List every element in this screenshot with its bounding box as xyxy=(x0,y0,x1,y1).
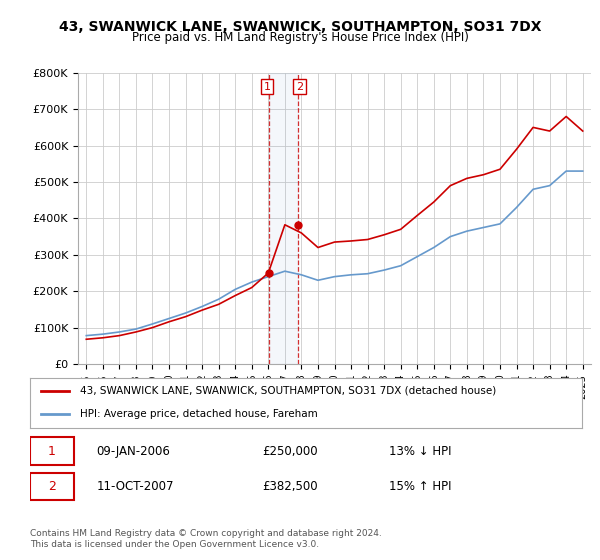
FancyBboxPatch shape xyxy=(30,437,74,465)
Text: 43, SWANWICK LANE, SWANWICK, SOUTHAMPTON, SO31 7DX (detached house): 43, SWANWICK LANE, SWANWICK, SOUTHAMPTON… xyxy=(80,386,496,395)
Text: 2: 2 xyxy=(48,480,56,493)
Bar xyxy=(269,73,298,364)
Text: £382,500: £382,500 xyxy=(262,480,317,493)
FancyBboxPatch shape xyxy=(30,473,74,500)
Text: £250,000: £250,000 xyxy=(262,445,317,458)
Text: HPI: Average price, detached house, Fareham: HPI: Average price, detached house, Fare… xyxy=(80,409,317,419)
Text: 15% ↑ HPI: 15% ↑ HPI xyxy=(389,480,451,493)
Text: 43, SWANWICK LANE, SWANWICK, SOUTHAMPTON, SO31 7DX: 43, SWANWICK LANE, SWANWICK, SOUTHAMPTON… xyxy=(59,20,541,34)
Text: 2: 2 xyxy=(296,82,303,91)
Text: 1: 1 xyxy=(263,82,271,91)
Text: 1: 1 xyxy=(48,445,56,458)
Text: 11-OCT-2007: 11-OCT-2007 xyxy=(96,480,174,493)
Text: 13% ↓ HPI: 13% ↓ HPI xyxy=(389,445,451,458)
Text: 09-JAN-2006: 09-JAN-2006 xyxy=(96,445,170,458)
Text: Price paid vs. HM Land Registry's House Price Index (HPI): Price paid vs. HM Land Registry's House … xyxy=(131,31,469,44)
Text: This data is licensed under the Open Government Licence v3.0.: This data is licensed under the Open Gov… xyxy=(30,540,319,549)
Text: Contains HM Land Registry data © Crown copyright and database right 2024.: Contains HM Land Registry data © Crown c… xyxy=(30,529,382,538)
